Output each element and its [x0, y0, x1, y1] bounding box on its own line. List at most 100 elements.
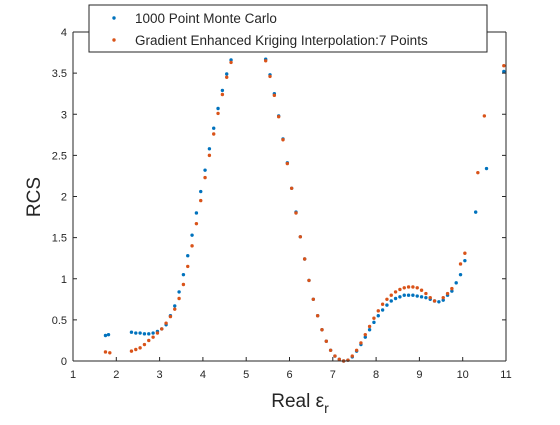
data-point: [173, 304, 177, 308]
data-point: [324, 339, 328, 343]
data-point: [186, 254, 190, 258]
data-point: [199, 189, 203, 194]
data-point: [220, 88, 225, 93]
data-point: [229, 58, 233, 62]
data-point: [354, 348, 359, 353]
data-point: [359, 341, 363, 345]
data-point: [129, 349, 134, 353]
data-point: [225, 75, 229, 79]
data-point: [147, 332, 151, 336]
data-point: [298, 235, 303, 239]
y-tick-label: 1.5: [52, 233, 67, 245]
data-point: [276, 115, 281, 119]
data-point: [389, 299, 393, 303]
data-point: [463, 251, 467, 255]
data-point: [225, 72, 229, 76]
data-point: [194, 211, 199, 215]
data-point: [484, 166, 489, 171]
data-point: [160, 327, 164, 331]
data-point: [411, 285, 415, 289]
x-tick-label: 4: [200, 369, 206, 381]
data-point: [372, 316, 376, 320]
x-ticks: 1 2 3 4 5 6 7 8 9 10 11: [70, 32, 512, 381]
y-tick-label: 2.5: [52, 150, 67, 162]
y-tick-label: 3.5: [52, 68, 67, 80]
data-point: [337, 357, 341, 362]
data-point: [415, 286, 419, 290]
data-point: [194, 221, 199, 226]
legend-box: [88, 4, 488, 53]
data-point: [482, 114, 487, 118]
data-point: [177, 296, 181, 301]
x-tick-label: 9: [416, 369, 422, 381]
y-tick-label: 2: [61, 192, 67, 204]
data-point: [268, 74, 272, 79]
legend-label-kriging: Gradient Enhanced Kriging Interpolation:…: [135, 33, 428, 48]
data-point: [450, 286, 454, 291]
y-tick-label: 0: [61, 356, 67, 368]
data-point: [320, 328, 324, 332]
series-layer: [103, 30, 506, 363]
data-point: [328, 348, 333, 353]
data-point: [285, 161, 290, 166]
data-point: [406, 293, 411, 297]
data-point: [380, 302, 385, 306]
data-point: [212, 126, 216, 130]
data-point: [419, 295, 424, 299]
data-point: [103, 350, 108, 354]
data-point: [363, 335, 367, 339]
data-point: [207, 153, 212, 158]
data-point: [428, 295, 432, 300]
x-tick-label: 8: [373, 369, 379, 381]
data-point: [294, 211, 298, 215]
x-tick-label: 6: [286, 369, 292, 381]
data-point: [181, 282, 186, 287]
x-tick-label: 7: [330, 369, 336, 381]
data-point: [315, 314, 320, 318]
x-tick-label: 10: [457, 369, 469, 381]
data-point: [311, 297, 316, 302]
data-point: [307, 278, 311, 283]
plot-area: [73, 32, 506, 361]
data-point: [203, 175, 207, 180]
y-tick-label: 1: [61, 274, 67, 286]
data-point: [376, 314, 380, 318]
data-point: [476, 170, 480, 175]
data-point: [398, 287, 402, 292]
data-point: [376, 309, 380, 313]
data-point: [142, 342, 147, 347]
data-point: [229, 60, 233, 65]
legend-marker-monte-carlo: [112, 16, 116, 20]
data-point: [350, 354, 354, 358]
x-tick-label: 5: [243, 369, 249, 381]
data-point: [134, 347, 138, 352]
data-point: [463, 258, 467, 263]
data-point: [441, 295, 445, 300]
data-point: [398, 295, 402, 299]
data-point: [138, 331, 142, 335]
data-point: [415, 294, 419, 298]
data-point: [190, 244, 194, 248]
data-point: [212, 132, 216, 136]
data-point: [151, 335, 155, 339]
data-point: [281, 138, 285, 142]
data-point: [393, 290, 398, 294]
legend-label-monte-carlo: 1000 Point Monte Carlo: [135, 11, 277, 26]
data-point: [389, 293, 393, 297]
data-point: [207, 147, 212, 151]
data-point: [502, 69, 506, 74]
data-point: [272, 93, 277, 98]
data-point: [367, 324, 372, 329]
data-point: [177, 290, 181, 294]
data-point: [402, 286, 406, 290]
data-point: [289, 186, 294, 190]
data-point: [199, 198, 203, 203]
data-point: [164, 321, 168, 325]
data-point: [151, 331, 155, 335]
data-point: [437, 300, 441, 304]
data-point: [216, 111, 220, 116]
x-axis-title-symbol: ε: [316, 391, 325, 412]
y-ticks: 0 0.5 1 1.5 2 2.5 3 3.5 4: [52, 27, 506, 368]
data-point: [454, 281, 458, 285]
